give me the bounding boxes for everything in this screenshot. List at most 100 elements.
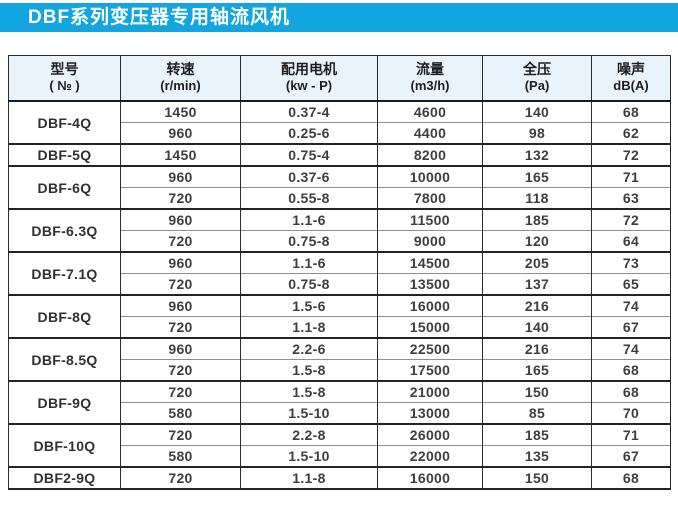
header-flow-label: 流量 xyxy=(416,61,444,77)
pressure-cell: 85 xyxy=(482,402,592,424)
speed-cell: 720 xyxy=(120,380,241,403)
pressure-cell: 140 xyxy=(482,100,592,123)
speed-cell: 960 xyxy=(120,165,241,188)
table-row: DBF-9Q 720 1.5-8 21000 150 68 xyxy=(8,380,671,424)
noise-cell: 68 xyxy=(591,100,671,123)
speed-cell: 960 xyxy=(120,122,241,144)
flow-cell: 13500 xyxy=(377,273,483,295)
pressure-cell: 165 xyxy=(482,359,592,381)
header-noise: 噪声 dB(A) xyxy=(591,55,671,102)
motor-cell: 1.5-8 xyxy=(240,359,378,381)
motor-cell: 0.75-8 xyxy=(240,273,378,295)
pressure-cell: 216 xyxy=(482,294,592,317)
flow-cell: 8200 xyxy=(377,143,483,166)
flow-cell: 13000 xyxy=(377,402,483,424)
motor-cell: 0.75-4 xyxy=(240,143,378,166)
speed-cell: 720 xyxy=(120,187,241,209)
table-row: DBF-7.1Q 960 1.1-6 14500 205 73 xyxy=(8,251,671,295)
motor-cell: 1.5-8 xyxy=(240,380,378,403)
flow-cell: 17500 xyxy=(377,359,483,381)
header-motor: 配用电机 (kw - P) xyxy=(240,55,378,102)
flow-cell: 9000 xyxy=(377,230,483,252)
motor-cell: 1.5-6 xyxy=(240,294,378,317)
motor-cell: 1.5-10 xyxy=(240,445,378,467)
table-row: 720 1.1-8 15000 140 67 xyxy=(9,316,671,338)
motor-cell: 1.1-6 xyxy=(240,208,378,231)
motor-cell: 1.1-8 xyxy=(240,316,378,338)
pressure-cell: 98 xyxy=(482,122,592,144)
speed-cell: 960 xyxy=(120,208,241,231)
header-speed: 转速 (r/min) xyxy=(120,55,241,102)
flow-cell: 22500 xyxy=(377,337,483,360)
table-row: DBF-5Q 1450 0.75-4 8200 132 72 xyxy=(8,143,671,166)
table-row: 720 0.55-8 7800 118 63 xyxy=(9,187,671,209)
flow-cell: 21000 xyxy=(377,380,483,403)
model-cell: DBF-10Q xyxy=(8,423,121,467)
motor-cell: 2.2-8 xyxy=(240,423,378,446)
table-row: DBF-8.5Q 960 2.2-6 22500 216 74 xyxy=(8,337,671,381)
speed-cell: 960 xyxy=(120,251,241,274)
spec-table-header: 型号 ( № ) 转速 (r/min) 配用电机 (kw - P) 流量 (m3… xyxy=(8,55,671,102)
speed-cell: 720 xyxy=(120,273,241,295)
noise-cell: 68 xyxy=(591,380,671,403)
pressure-cell: 185 xyxy=(482,208,592,231)
model-cell: DBF-6.3Q xyxy=(8,208,121,252)
table-row: 720 0.75-8 9000 120 64 xyxy=(9,230,671,252)
motor-cell: 0.55-8 xyxy=(240,187,378,209)
header-model-label: 型号 xyxy=(50,61,79,77)
model-cell: DBF-6Q xyxy=(8,165,121,209)
flow-cell: 10000 xyxy=(377,165,483,188)
pressure-cell: 120 xyxy=(482,230,592,252)
table-row: 580 1.5-10 13000 85 70 xyxy=(9,402,671,424)
model-cell: DBF-8Q xyxy=(8,294,121,338)
motor-cell: 1.1-8 xyxy=(240,466,378,489)
model-cell: DBF-8.5Q xyxy=(8,337,121,381)
motor-cell: 2.2-6 xyxy=(240,337,378,360)
noise-cell: 63 xyxy=(591,187,671,209)
noise-cell: 67 xyxy=(591,316,671,338)
flow-cell: 4400 xyxy=(377,122,483,144)
table-row: 720 0.75-8 13500 137 65 xyxy=(9,273,671,295)
table-row: DBF-6Q 960 0.37-6 10000 165 71 xyxy=(8,165,671,209)
flow-cell: 16000 xyxy=(377,294,483,317)
pressure-cell: 205 xyxy=(482,251,592,274)
noise-cell: 74 xyxy=(591,294,671,317)
noise-cell: 74 xyxy=(591,337,671,360)
speed-cell: 580 xyxy=(120,445,241,467)
table-row: DBF-6.3Q 960 1.1-6 11500 185 72 xyxy=(8,208,671,252)
pressure-cell: 150 xyxy=(482,380,592,403)
table-row: 580 1.5-10 22000 135 67 xyxy=(9,445,671,467)
noise-cell: 71 xyxy=(591,423,671,446)
table-row: DBF-4Q 1450 0.37-4 4600 140 68 xyxy=(8,100,671,144)
noise-cell: 73 xyxy=(591,251,671,274)
flow-cell: 4600 xyxy=(377,100,483,123)
noise-cell: 68 xyxy=(591,466,671,489)
pressure-cell: 140 xyxy=(482,316,592,338)
speed-cell: 1450 xyxy=(120,100,241,123)
speed-cell: 720 xyxy=(120,359,241,381)
header-noise-unit: dB(A) xyxy=(613,78,649,93)
header-model-unit: ( № ) xyxy=(49,78,80,93)
page-title: DBF系列变压器专用轴流风机 xyxy=(0,3,678,32)
motor-cell: 0.25-6 xyxy=(240,122,378,144)
header-model: 型号 ( № ) xyxy=(8,55,121,102)
header-row: 型号 ( № ) 转速 (r/min) 配用电机 (kw - P) 流量 (m3… xyxy=(8,55,671,102)
speed-cell: 720 xyxy=(120,316,241,338)
speed-cell: 580 xyxy=(120,402,241,424)
pressure-cell: 150 xyxy=(482,466,592,489)
noise-cell: 62 xyxy=(591,122,671,144)
table-row: DBF-8Q 960 1.5-6 16000 216 74 xyxy=(8,294,671,338)
pressure-cell: 137 xyxy=(482,273,592,295)
noise-cell: 64 xyxy=(591,230,671,252)
motor-cell: 0.37-6 xyxy=(240,165,378,188)
noise-cell: 70 xyxy=(591,402,671,424)
pressure-cell: 118 xyxy=(482,187,592,209)
motor-cell: 0.37-4 xyxy=(240,100,378,123)
speed-cell: 720 xyxy=(120,466,241,489)
table-row: 960 0.25-6 4400 98 62 xyxy=(9,122,671,144)
header-pressure-label: 全压 xyxy=(523,61,551,77)
noise-cell: 65 xyxy=(591,273,671,295)
model-cell: DBF-4Q xyxy=(8,100,121,144)
model-cell: DBF-7.1Q xyxy=(8,251,121,295)
pressure-cell: 135 xyxy=(482,445,592,467)
